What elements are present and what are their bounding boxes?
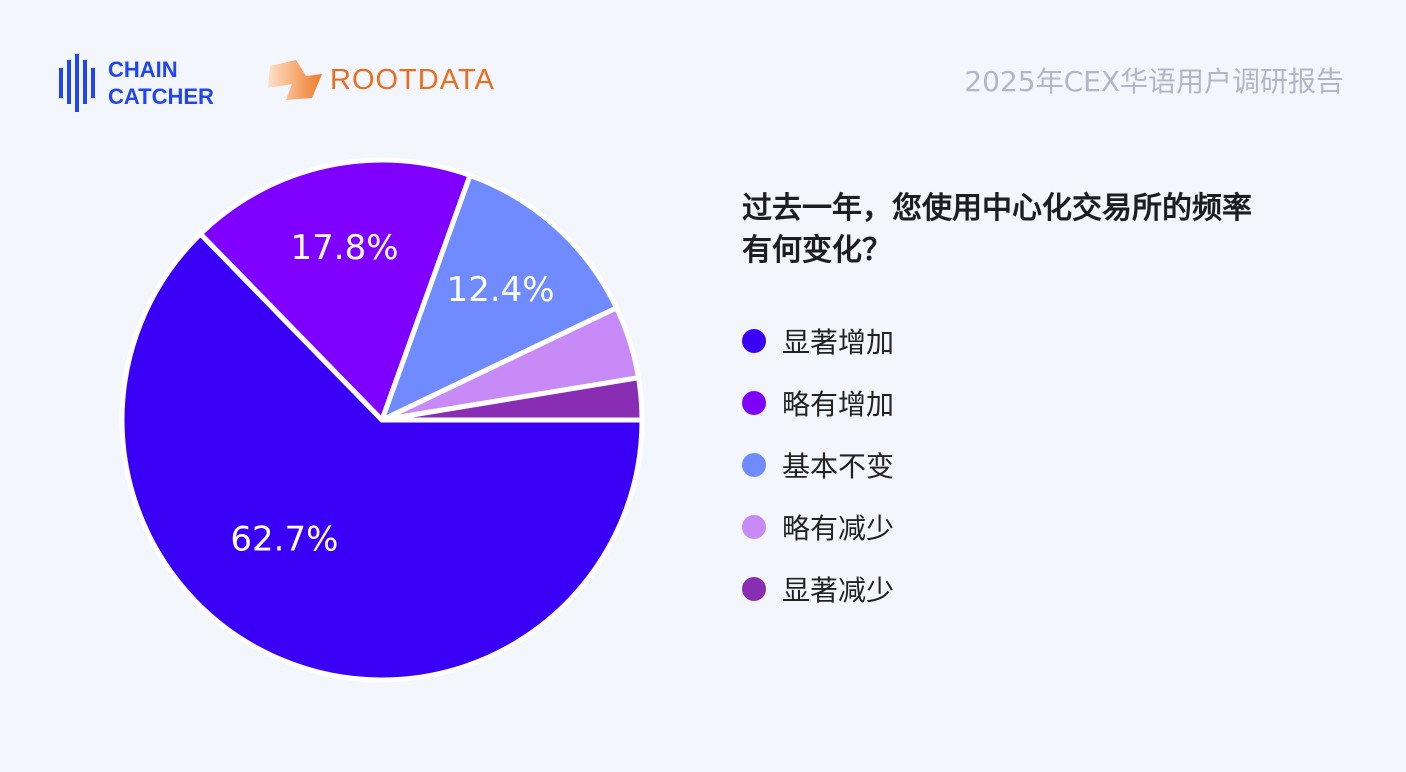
chaincatcher-mark-icon xyxy=(59,54,95,112)
legend-item: 显著减少 xyxy=(742,558,894,620)
rootdata-mark-icon xyxy=(268,60,322,100)
legend-swatch xyxy=(742,391,766,415)
logo-line-2: CATCHER xyxy=(108,84,214,109)
legend-swatch xyxy=(742,329,766,353)
pie-slice-0 xyxy=(119,231,645,683)
report-title: 2025年CEX华语用户调研报告 xyxy=(964,65,1344,98)
legend-label: 略有增加 xyxy=(782,388,895,421)
legend-item: 略有增加 xyxy=(742,372,894,434)
chart-title: 过去一年，您使用中心化交易所的频率 有何变化？ xyxy=(742,188,1362,272)
legend-item: 显著增加 xyxy=(742,310,894,372)
legend-label: 基本不变 xyxy=(782,450,895,483)
legend-label: 显著减少 xyxy=(782,574,895,607)
pie-slice-2 xyxy=(379,172,620,423)
rootdata-wordmark: ROOTDATA xyxy=(330,63,495,96)
legend-swatch xyxy=(742,515,766,539)
data-label-2: 12.4% xyxy=(447,270,555,310)
data-label-1: 17.8% xyxy=(291,228,399,268)
legend-label: 略有减少 xyxy=(782,512,895,545)
data-label-0: 62.7% xyxy=(230,520,338,560)
rootdata-logo: ROOTDATA xyxy=(266,58,495,102)
legend: 显著增加略有增加基本不变略有减少显著减少 xyxy=(742,310,894,620)
legend-swatch xyxy=(742,453,766,477)
pie-slice-1 xyxy=(197,157,473,423)
pie-slice-4 xyxy=(379,375,645,423)
legend-label: 显著增加 xyxy=(782,326,895,359)
legend-item: 基本不变 xyxy=(742,434,894,496)
pie-chart: 62.7% 17.8% 12.4% xyxy=(119,157,645,683)
chart-title-line-1: 过去一年，您使用中心化交易所的频率 xyxy=(742,191,1252,226)
logo-line-1: CHAIN xyxy=(108,57,178,82)
chaincatcher-logo: CHAIN CATCHER xyxy=(58,54,214,112)
legend-item: 略有减少 xyxy=(742,496,894,558)
chart-title-line-2: 有何变化？ xyxy=(742,233,892,268)
legend-swatch xyxy=(742,577,766,601)
